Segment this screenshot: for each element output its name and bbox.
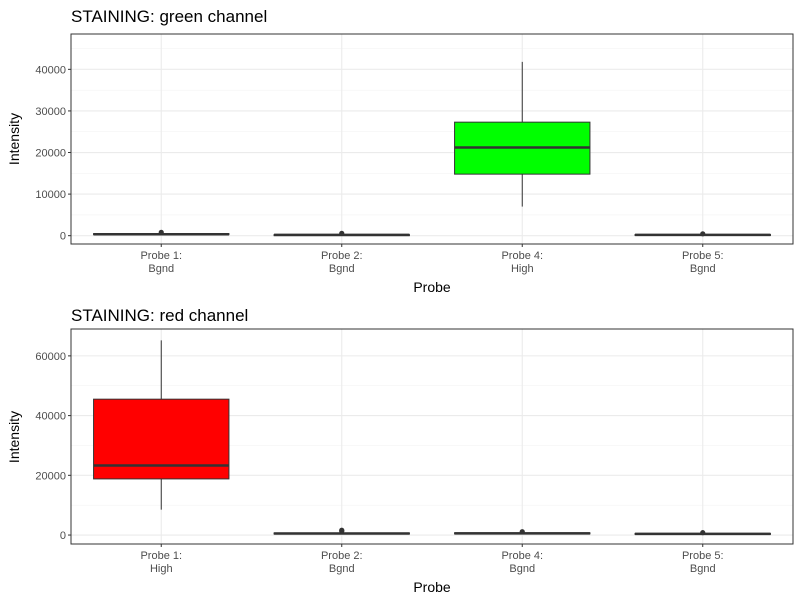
red-channel-box-1 <box>93 340 230 510</box>
green-channel-y-tick-label: 20000 <box>35 148 66 160</box>
green-channel-panel: STAINING: green channel Probe Intensity … <box>6 7 794 295</box>
outlier-point <box>700 530 706 536</box>
green-channel-x-axis-title: Probe <box>413 279 451 295</box>
red-channel-y-axis-title: Intensity <box>6 411 22 463</box>
green-channel-y-axis-title: Intensity <box>6 113 22 165</box>
green-channel-box-3 <box>454 61 591 207</box>
red-channel-title: STAINING: red channel <box>71 306 248 325</box>
red-channel-x-tick-label: Probe 1: <box>140 550 182 562</box>
green-channel-y-tick-label: 40000 <box>35 64 66 76</box>
green-channel-title: STAINING: green channel <box>71 7 267 26</box>
green-channel-y-tick-label: 0 <box>60 231 66 243</box>
red-channel-y-tick-label: 40000 <box>35 411 66 423</box>
red-channel-x-tick-label: Bgnd <box>509 563 535 575</box>
red-channel-x-tick-label: Bgnd <box>690 563 716 575</box>
outlier-point <box>519 529 525 535</box>
red-channel-x-tick-label: Probe 5: <box>682 550 724 562</box>
green-channel-x-tick-label: Probe 4: <box>501 250 543 262</box>
green-channel-y-tick-label: 30000 <box>35 106 66 118</box>
green-channel-x-tick-label: Bgnd <box>329 263 355 275</box>
green-channel-boxes <box>93 61 771 237</box>
red-channel-y-tick-label: 60000 <box>35 351 66 363</box>
red-channel-y-tick-label: 0 <box>60 530 66 542</box>
outlier-point <box>700 231 706 237</box>
green-channel-x-tick-label: Probe 1: <box>140 250 182 262</box>
red-channel-x-tick-label: Probe 4: <box>501 550 543 562</box>
green-channel-y-tick-label: 10000 <box>35 189 66 201</box>
green-channel-box-2 <box>273 230 410 237</box>
outlier-point <box>158 229 164 235</box>
red-channel-plot-border <box>70 328 794 545</box>
green-channel-box-1 <box>93 229 230 236</box>
red-channel-x-tick-label: High <box>150 563 173 575</box>
green-channel-x-tick-label: Probe 5: <box>682 250 724 262</box>
red-channel-x-tick-label: Probe 2: <box>321 550 363 562</box>
red-channel-y-tick-label: 20000 <box>35 470 66 482</box>
red-channel-box-2 <box>273 527 410 535</box>
green-channel-x-tick-label: Probe 2: <box>321 250 363 262</box>
red-channel-box-3 <box>454 529 591 535</box>
red-channel-box-4 <box>634 530 771 536</box>
green-channel-x-tick-label: Bgnd <box>148 263 174 275</box>
outlier-point <box>339 230 345 236</box>
green-channel-box-4 <box>634 231 771 237</box>
red-channel-boxes <box>93 340 771 536</box>
green-channel-plot-border <box>70 33 794 245</box>
outlier-point <box>339 527 345 533</box>
green-channel-grid <box>71 34 793 244</box>
green-channel-x-tick-label: High <box>511 263 534 275</box>
green-channel-x-tick-label: Bgnd <box>690 263 716 275</box>
box-body <box>93 398 230 480</box>
red-channel-x-tick-label: Bgnd <box>329 563 355 575</box>
red-channel-panel: STAINING: red channel Probe Intensity 0 2… <box>6 306 794 595</box>
red-channel-x-axis-title: Probe <box>413 579 451 595</box>
